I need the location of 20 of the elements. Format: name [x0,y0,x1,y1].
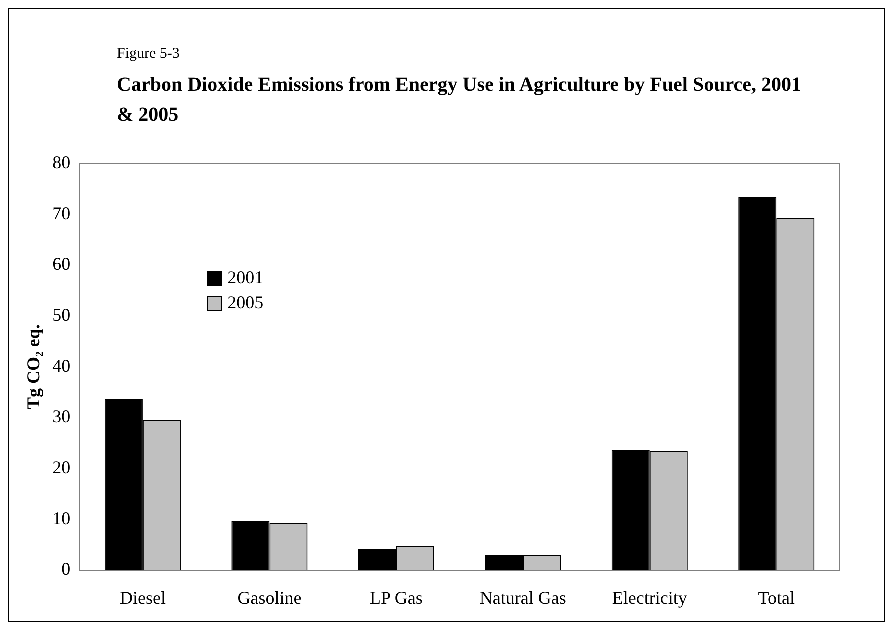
x-tick-label: Natural Gas [480,588,566,608]
y-tick-label: 30 [52,406,71,427]
x-tick-label: Total [758,588,795,608]
y-tick-label: 10 [52,508,71,528]
x-tick-label: Diesel [120,588,166,608]
chart-title: Carbon Dioxide Emissions from Energy Use in Agriculture by Fuel Source, 2001 & 2005 [117,73,802,128]
y-tick-label: 80 [52,152,71,173]
chart-subtitle: Figure 5-3 [117,46,180,63]
legend-label: 2005 [228,292,264,313]
y-tick-label: 40 [52,356,71,376]
y-tick-label: 0 [62,559,71,580]
y-axis-title: Tg CO₂ eq. [23,324,44,410]
y-tick-label: 60 [52,254,71,274]
y-tick-label: 20 [52,457,71,478]
legend-label: 2001 [228,268,264,288]
y-tick-label: 50 [52,305,71,326]
x-tick-label: Gasoline [238,588,302,608]
x-tick-label: LP Gas [370,588,423,608]
x-tick-label: Electricity [612,588,688,608]
y-tick-label: 70 [52,203,71,224]
